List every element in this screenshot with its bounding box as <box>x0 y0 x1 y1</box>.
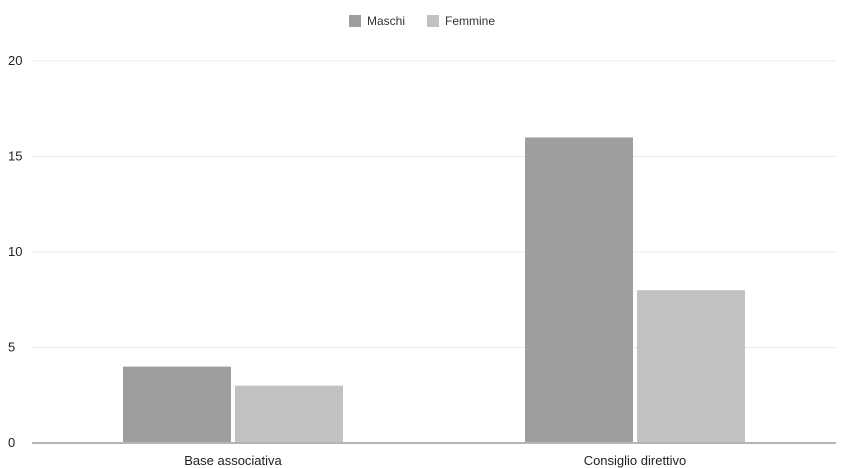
y-tick-label: 5 <box>8 340 15 355</box>
x-axis: Base associativa Consiglio direttivo <box>32 442 836 468</box>
x-category-label: Consiglio direttivo <box>584 453 687 468</box>
legend-swatch-maschi <box>349 15 361 27</box>
legend-label-maschi: Maschi <box>367 14 405 28</box>
bar-maschi-1 <box>525 137 633 443</box>
y-axis: 0 5 10 15 20 <box>8 53 22 450</box>
bar-femmine-1 <box>637 290 745 443</box>
legend: Maschi Femmine <box>349 14 495 28</box>
legend-label-femmine: Femmine <box>445 14 495 28</box>
legend-swatch-femmine <box>427 15 439 27</box>
bars <box>123 137 745 443</box>
y-tick-label: 10 <box>8 244 22 259</box>
y-tick-label: 0 <box>8 435 15 450</box>
bar-maschi-0 <box>123 366 231 443</box>
y-tick-label: 20 <box>8 53 22 68</box>
y-tick-label: 15 <box>8 149 22 164</box>
bar-femmine-0 <box>235 385 343 443</box>
x-category-label: Base associativa <box>184 453 282 468</box>
